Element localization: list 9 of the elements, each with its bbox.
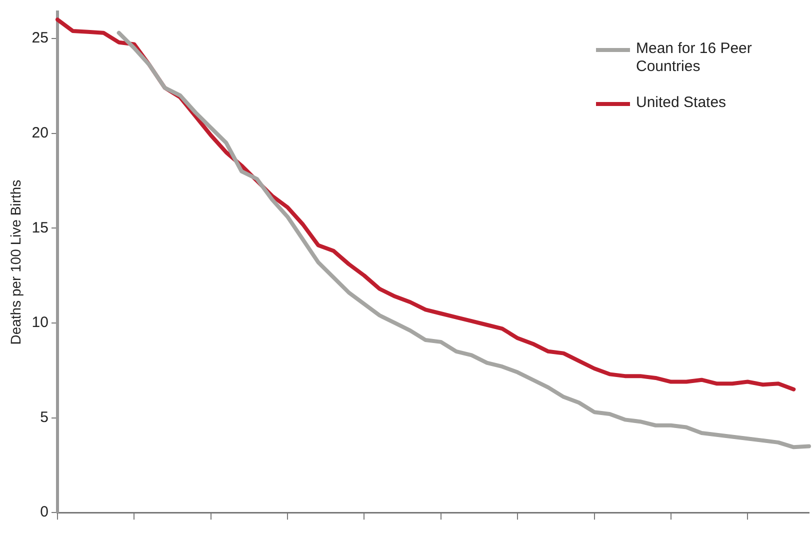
- y-tick-label: 15: [32, 219, 48, 236]
- y-tick-label: 0: [40, 504, 48, 521]
- y-axis-title: Deaths per 100 Live Births: [7, 180, 24, 345]
- y-tick-label: 5: [40, 408, 48, 426]
- y-tick-label: 10: [32, 314, 48, 332]
- y-tick-label: 25: [32, 30, 48, 47]
- y-tick-label: 20: [32, 124, 48, 142]
- legend-label: Mean for 16 Peer Countries: [636, 40, 753, 76]
- legend-label: United States: [636, 94, 726, 112]
